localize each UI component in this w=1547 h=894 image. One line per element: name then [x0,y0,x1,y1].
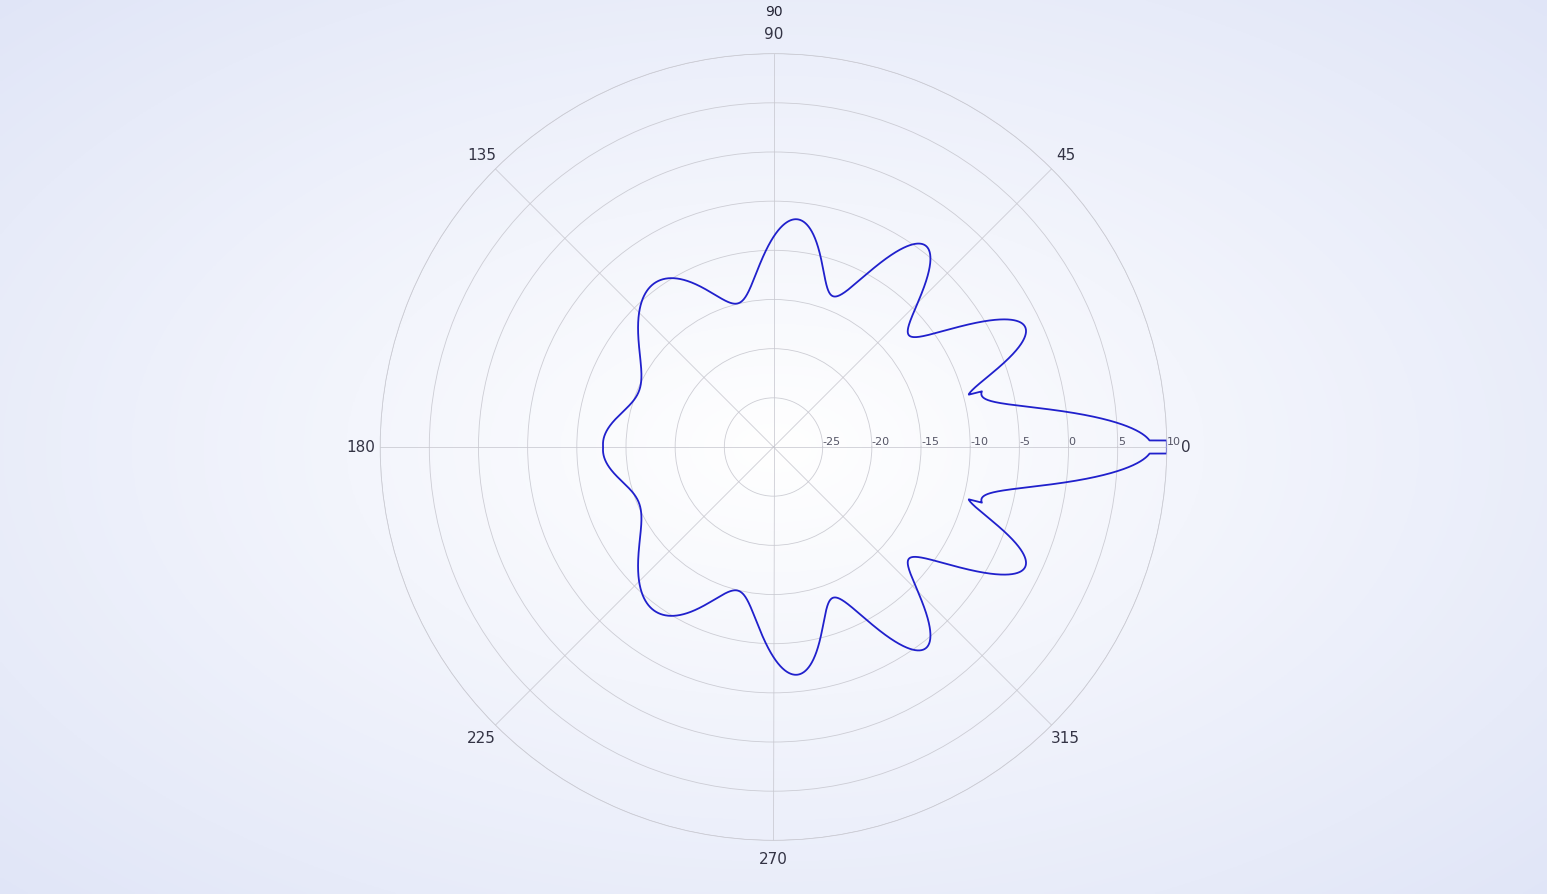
Title: Radar Cross Section vs. Phi
90: Radar Cross Section vs. Phi 90 [679,0,868,19]
